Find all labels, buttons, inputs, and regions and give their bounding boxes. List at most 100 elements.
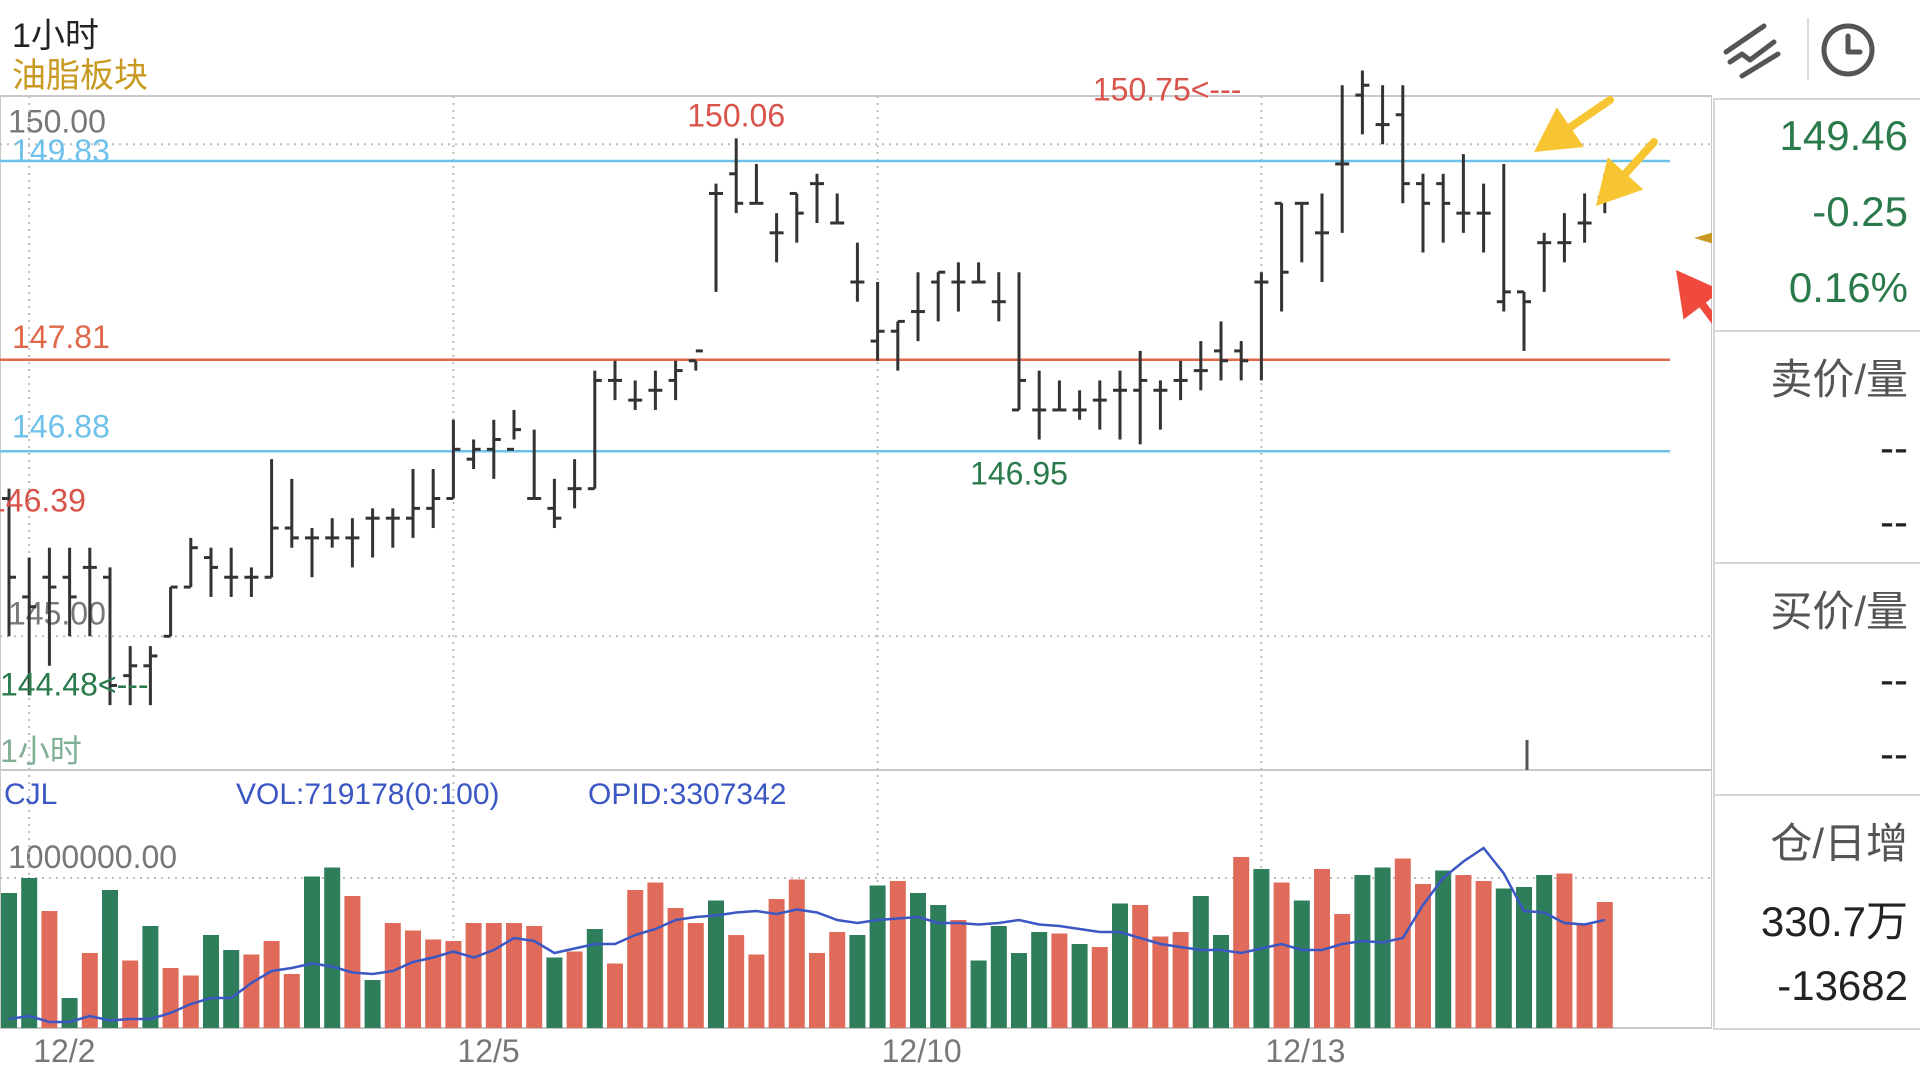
ohlc-bar[interactable] (1375, 85, 1390, 145)
clock-icon[interactable] (1812, 14, 1884, 86)
ohlc-bar[interactable] (365, 508, 380, 558)
ohlc-bar[interactable] (2, 488, 16, 637)
volume-bar[interactable] (1455, 875, 1472, 1028)
ohlc-bar[interactable] (305, 528, 319, 578)
volume-bar[interactable] (627, 890, 644, 1028)
volume-bar[interactable] (1293, 900, 1310, 1029)
ohlc-bar[interactable] (1436, 173, 1451, 243)
ohlc-bar[interactable] (608, 360, 622, 401)
ohlc-bar[interactable] (547, 478, 562, 529)
volume-bar[interactable] (829, 932, 846, 1028)
volume-bar[interactable] (1172, 932, 1189, 1028)
ohlc-bar[interactable] (163, 585, 178, 638)
ohlc-bar[interactable] (1254, 272, 1269, 381)
ohlc-bar[interactable] (1395, 85, 1410, 204)
ohlc-bar[interactable] (1537, 232, 1552, 292)
volume-bar[interactable] (203, 935, 219, 1028)
volume-bar[interactable] (1, 893, 17, 1028)
volume-bar[interactable] (1334, 914, 1351, 1028)
ohlc-bar[interactable] (204, 547, 218, 597)
ohlc-bar[interactable] (567, 459, 582, 509)
ohlc-bar[interactable] (486, 419, 501, 479)
volume-bar[interactable] (667, 908, 684, 1028)
volume-bar[interactable] (990, 926, 1007, 1028)
ohlc-bar[interactable] (749, 163, 764, 205)
volume-bar[interactable] (849, 935, 866, 1028)
volume-bar[interactable] (1536, 875, 1553, 1028)
volume-bar[interactable] (687, 923, 704, 1028)
volume-bar[interactable] (1435, 870, 1452, 1029)
ohlc-bar[interactable] (42, 547, 57, 666)
volume-bar[interactable] (950, 920, 967, 1028)
volume-bar[interactable] (405, 930, 421, 1029)
ohlc-bar[interactable] (244, 567, 259, 597)
volume-bar[interactable] (162, 968, 179, 1028)
ohlc-bar[interactable] (1173, 360, 1188, 401)
volume-bar[interactable] (61, 998, 78, 1028)
volume-bar[interactable] (445, 941, 462, 1028)
volume-bar[interactable] (142, 926, 159, 1028)
volume-bar[interactable] (283, 974, 300, 1028)
volume-bar[interactable] (223, 950, 240, 1028)
volume-bar[interactable] (1475, 881, 1492, 1028)
volume-bar[interactable] (809, 953, 825, 1028)
ohlc-bar[interactable] (729, 138, 744, 214)
ohlc-bar[interactable] (224, 547, 239, 597)
volume-bar[interactable] (1152, 936, 1169, 1029)
ohlc-bar[interactable] (810, 173, 824, 223)
volume-bar[interactable] (1273, 882, 1290, 1029)
volume-bar[interactable] (465, 923, 482, 1028)
volume-bar[interactable] (102, 890, 118, 1028)
period-label[interactable]: 1小时 (12, 17, 99, 55)
ohlc-bar[interactable] (1496, 163, 1511, 312)
ohlc-bar[interactable] (648, 370, 663, 410)
ohlc-bar[interactable] (1335, 85, 1350, 233)
volume-bar[interactable] (930, 905, 947, 1028)
volume-bar[interactable] (1011, 953, 1027, 1028)
ohlc-bar[interactable] (82, 547, 97, 637)
ohlc-bar[interactable] (1294, 201, 1309, 263)
volume-bar[interactable] (324, 867, 341, 1029)
volume-bar[interactable] (425, 939, 442, 1029)
ohlc-bar[interactable] (103, 567, 117, 706)
volume-bar[interactable] (1051, 933, 1068, 1029)
ohlc-bar[interactable] (1517, 290, 1531, 351)
ohlc-bar[interactable] (587, 370, 602, 491)
volume-bar[interactable] (182, 975, 199, 1029)
volume-bar[interactable] (910, 893, 926, 1028)
ohlc-bar[interactable] (1113, 370, 1127, 440)
ohlc-bar[interactable] (325, 518, 340, 548)
ohlc-bar[interactable] (1153, 380, 1168, 430)
volume-bar[interactable] (546, 957, 563, 1029)
volume-bar[interactable] (1213, 935, 1229, 1028)
ohlc-bar[interactable] (264, 459, 279, 579)
volume-bar[interactable] (1071, 944, 1088, 1028)
ohlc-bar[interactable] (911, 272, 925, 342)
ohlc-bar[interactable] (1456, 154, 1471, 233)
ohlc-bar[interactable] (789, 191, 804, 243)
volume-bar[interactable] (1031, 932, 1048, 1028)
volume-bar[interactable] (566, 951, 583, 1029)
ohlc-bar[interactable] (406, 468, 420, 538)
volume-bar[interactable] (889, 881, 906, 1028)
ohlc-bar[interactable] (1416, 173, 1430, 253)
volume-bar[interactable] (970, 960, 987, 1029)
volume-bar[interactable] (81, 953, 98, 1028)
volume-bar[interactable] (1354, 875, 1371, 1028)
volume-bar[interactable] (384, 923, 401, 1028)
ohlc-bar[interactable] (931, 270, 946, 322)
ohlc-bar[interactable] (1012, 272, 1026, 412)
volume-bar[interactable] (768, 899, 785, 1028)
ohlc-bar[interactable] (1476, 183, 1491, 253)
volume-bar[interactable] (1233, 857, 1250, 1028)
volume-bar[interactable] (506, 923, 522, 1028)
volume-bar[interactable] (869, 885, 886, 1029)
volume-bar[interactable] (1556, 873, 1573, 1029)
volume-bar[interactable] (344, 896, 361, 1028)
ohlc-bar[interactable] (1092, 380, 1107, 430)
ohlc-bar[interactable] (769, 213, 784, 263)
volume-bar[interactable] (263, 941, 280, 1028)
ohlc-bar[interactable] (62, 547, 77, 637)
volume-bar[interactable] (586, 929, 603, 1028)
